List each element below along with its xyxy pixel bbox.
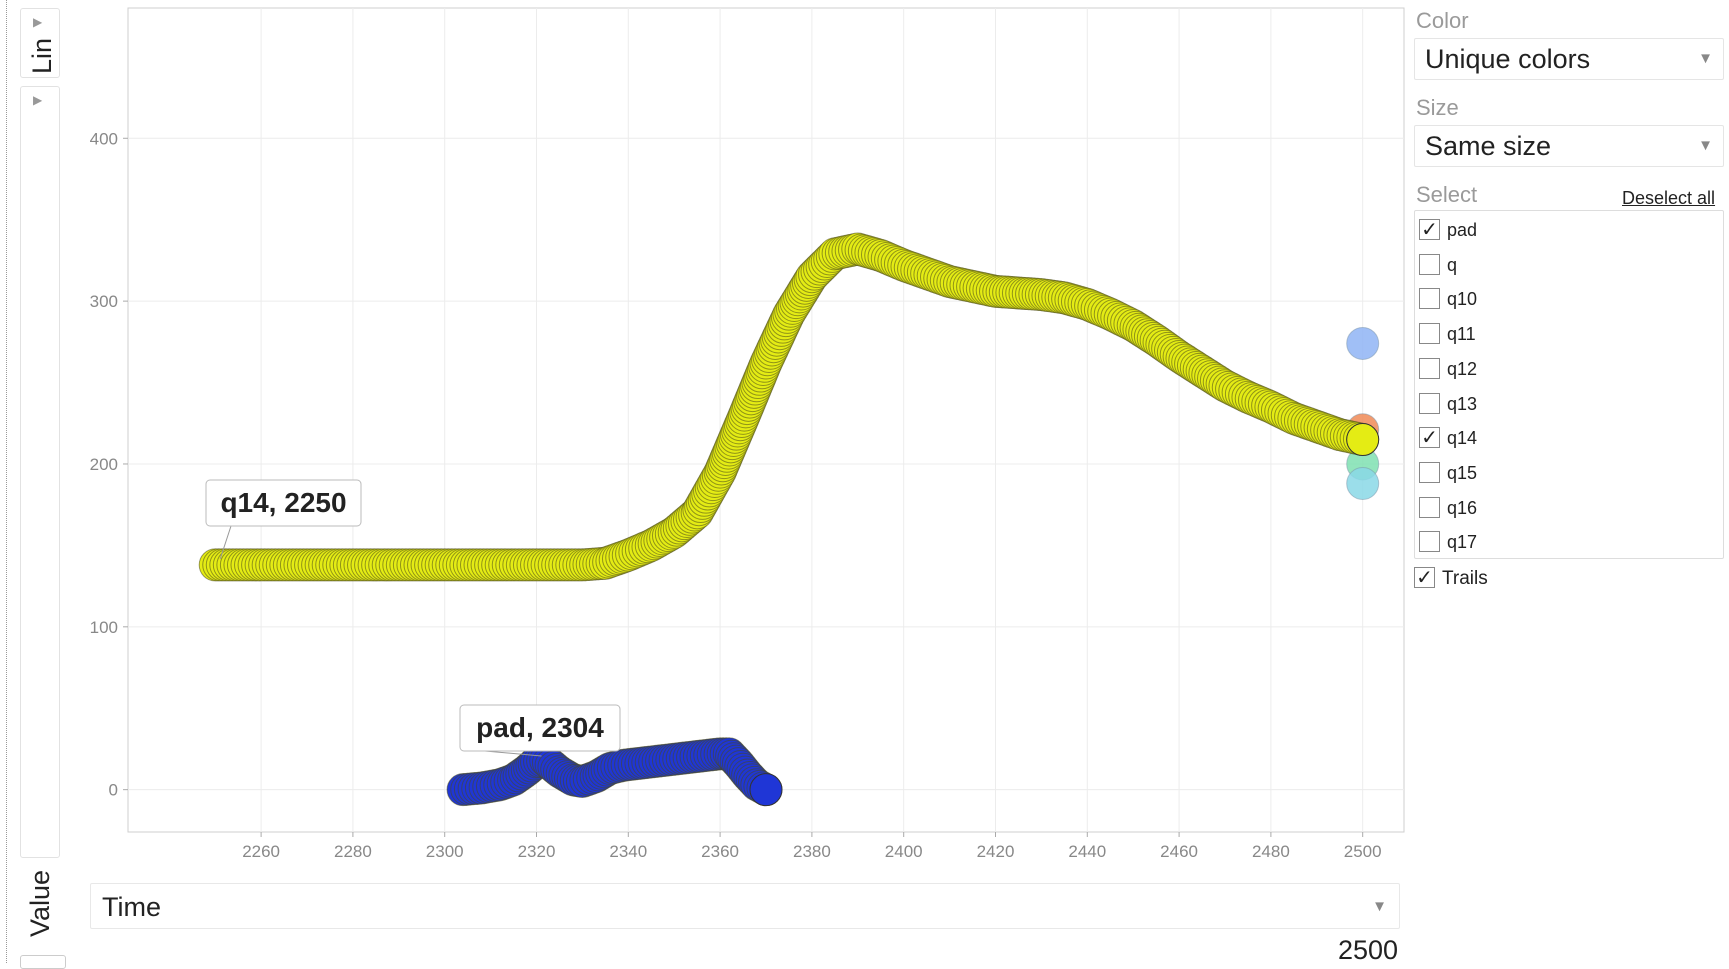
y-tick-label: 300 — [90, 292, 118, 311]
label-leader-line — [219, 525, 232, 560]
select-item-q15[interactable]: q15 — [1419, 458, 1709, 488]
dropdown-arrow-icon: ▼ — [1698, 137, 1713, 154]
checkbox[interactable] — [1419, 253, 1440, 275]
y-tick-label: 200 — [90, 455, 118, 474]
current-bubble — [1346, 423, 1380, 457]
checkbox[interactable] — [1419, 323, 1440, 345]
x-tick-label: 2460 — [1160, 842, 1198, 861]
select-item-label: q15 — [1447, 462, 1478, 483]
select-item-q17[interactable]: q17 — [1419, 527, 1709, 557]
deselect-all-link[interactable]: Deselect all — [1622, 188, 1716, 208]
series-trails — [198, 232, 1380, 807]
y-tick-label: 400 — [90, 129, 118, 148]
x-tick-label: 2440 — [1068, 842, 1106, 861]
color-select-value: Unique colors — [1425, 44, 1591, 74]
x-axis-selector[interactable]: Time ▼ — [90, 883, 1400, 929]
x-tick-label: 2340 — [609, 842, 647, 861]
x-tick-label: 2480 — [1252, 842, 1290, 861]
y-axis-selector[interactable]: ▶ Value — [20, 86, 60, 937]
select-item-q16[interactable]: q16 — [1419, 493, 1709, 523]
background-bubble — [1346, 326, 1380, 360]
size-select-value: Same size — [1425, 131, 1552, 161]
dropdown-arrow-icon: ▼ — [1698, 50, 1713, 67]
motion-chart[interactable]: 2260 2280 2300 2320 2340 2360 2380 2400 2420 2440… — [0, 0, 1410, 880]
select-item-label: q — [1447, 254, 1458, 275]
x-axis-label: Time — [102, 892, 161, 922]
x-tick-label: 2280 — [334, 842, 372, 861]
select-item-label: q12 — [1447, 358, 1478, 379]
color-select[interactable]: Unique colors ▼ — [1414, 38, 1724, 80]
bubble-label-text: pad, 2304 — [476, 712, 604, 743]
x-tick-label: 2420 — [977, 842, 1015, 861]
x-tick-label: 2260 — [242, 842, 280, 861]
trails-label: Trails — [1442, 568, 1488, 589]
trails-toggle[interactable]: ✓ Trails — [1414, 563, 1614, 593]
checkbox[interactable] — [1419, 288, 1440, 310]
checkbox[interactable] — [1419, 496, 1440, 518]
checkbox[interactable] — [1419, 531, 1440, 553]
x-tick-label: 2320 — [518, 842, 556, 861]
expand-arrow-icon: ▶ — [33, 93, 43, 107]
select-item-label: q11 — [1447, 324, 1476, 345]
select-item-label: q16 — [1447, 497, 1478, 518]
bubble-label-text: q14, 2250 — [220, 487, 346, 518]
select-item-q13[interactable]: q13 — [1419, 389, 1709, 419]
color-label: Color — [1416, 8, 1469, 33]
axis-ticks: 2260 2280 2300 2320 2340 2360 2380 2400 2420 2440… — [90, 129, 1382, 861]
checkbox[interactable] — [1419, 357, 1440, 379]
select-item-pad[interactable]: ✓ pad — [1419, 215, 1709, 245]
bottom-tab[interactable] — [20, 955, 66, 969]
checkbox[interactable] — [1419, 392, 1440, 414]
checkbox[interactable]: ✓ — [1419, 219, 1440, 240]
expand-arrow-icon: ▶ — [33, 15, 43, 29]
select-label: Select — [1416, 182, 1478, 207]
select-item-q10[interactable]: q10 — [1419, 284, 1709, 314]
select-item-q11[interactable]: q11 — [1419, 319, 1709, 349]
size-label: Size — [1416, 95, 1459, 120]
current-bubble — [749, 773, 783, 807]
checkbox[interactable]: ✓ — [1419, 427, 1440, 449]
label-leader-line — [484, 750, 542, 757]
dropdown-arrow-icon: ▼ — [1372, 898, 1387, 915]
lin-tab[interactable]: ▶ Lin — [20, 8, 60, 78]
bubble-label-box — [459, 704, 621, 752]
bubble-labels: q14, 2250 pad, 2304 — [205, 479, 621, 757]
trail-q14 — [198, 232, 1380, 582]
y-tick-label: 0 — [109, 781, 118, 800]
x-tick-label: 2300 — [426, 842, 464, 861]
x-tick-label: 2400 — [885, 842, 923, 861]
y-tick-label: 100 — [90, 618, 118, 637]
select-item-label: pad — [1447, 220, 1478, 240]
plot-area — [127, 7, 1405, 833]
select-item-q12[interactable]: q12 — [1419, 354, 1709, 384]
select-item-label: q14 — [1447, 428, 1478, 449]
size-select[interactable]: Same size ▼ — [1414, 125, 1724, 167]
grid — [128, 8, 1404, 832]
x-tick-label: 2380 — [793, 842, 831, 861]
bubble-label-box — [205, 479, 362, 527]
x-tick-label: 2500 — [1344, 842, 1382, 861]
background-bubble — [1346, 467, 1380, 501]
trails-checkbox[interactable]: ✓ — [1414, 567, 1435, 588]
current-time-value: 2500 — [1338, 935, 1399, 965]
select-item-label: q17 — [1447, 532, 1478, 553]
select-item-q[interactable]: q — [1419, 250, 1709, 280]
select-item-label: q13 — [1447, 393, 1478, 414]
trail-pad — [446, 737, 783, 807]
select-item-q14[interactable]: ✓ q14 — [1419, 423, 1709, 453]
left-border — [6, 0, 7, 963]
series-select-list: ✓ pad q q10 q11 q12 q13 ✓ q14 q15 q16 q17 — [1414, 210, 1724, 559]
select-item-label: q10 — [1447, 289, 1478, 310]
checkbox[interactable] — [1419, 461, 1440, 483]
x-tick-label: 2360 — [701, 842, 739, 861]
